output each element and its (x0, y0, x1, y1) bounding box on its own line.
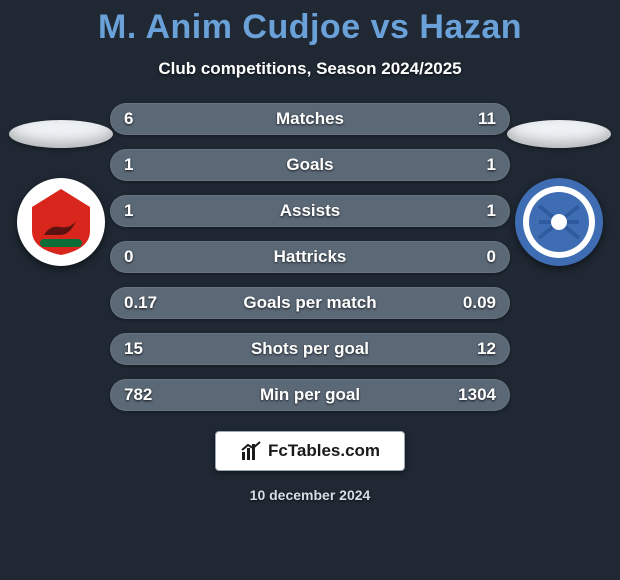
stat-value-left: 1 (124, 201, 133, 221)
title-vs: vs (371, 8, 410, 46)
club-crest-left (17, 178, 105, 266)
stat-value-right: 11 (478, 109, 496, 129)
stat-value-right: 0 (487, 247, 496, 267)
comparison-card: M. Anim Cudjoe vs Hazan Club competition… (0, 0, 620, 580)
club-crest-right (515, 178, 603, 266)
stat-row: 15 Shots per goal 12 (110, 333, 510, 365)
stat-value-left: 0 (124, 247, 133, 267)
stat-label: Min per goal (260, 385, 360, 405)
stat-value-right: 1 (487, 201, 496, 221)
stat-label: Assists (280, 201, 340, 221)
stat-label: Hattricks (274, 247, 347, 267)
title-player-right: Hazan (419, 8, 522, 46)
stat-value-left: 782 (124, 385, 152, 405)
stat-value-right: 1304 (458, 385, 496, 405)
stat-value-left: 6 (124, 109, 133, 129)
stat-row: 0 Hattricks 0 (110, 241, 510, 273)
player-left-column (6, 120, 116, 266)
player-left-photo-placeholder (9, 120, 113, 148)
branding-text: FcTables.com (268, 441, 380, 461)
stat-row: 0.17 Goals per match 0.09 (110, 287, 510, 319)
date-text: 10 december 2024 (250, 487, 371, 503)
stat-value-right: 12 (477, 339, 496, 359)
player-right-photo-placeholder (507, 120, 611, 148)
subtitle: Club competitions, Season 2024/2025 (158, 59, 461, 79)
stat-value-left: 1 (124, 155, 133, 175)
stat-row: 1 Goals 1 (110, 149, 510, 181)
stat-row: 1 Assists 1 (110, 195, 510, 227)
stat-value-right: 0.09 (463, 293, 496, 313)
stat-value-left: 0.17 (124, 293, 157, 313)
stat-row: 782 Min per goal 1304 (110, 379, 510, 411)
page-title: M. Anim Cudjoe vs Hazan (98, 8, 522, 47)
branding-badge: FcTables.com (215, 431, 405, 471)
stat-row: 6 Matches 11 (110, 103, 510, 135)
stat-label: Goals (286, 155, 333, 175)
stat-value-left: 15 (124, 339, 143, 359)
stat-label: Goals per match (243, 293, 376, 313)
title-player-left: M. Anim Cudjoe (98, 8, 361, 46)
player-right-column (504, 120, 614, 266)
stat-label: Shots per goal (251, 339, 369, 359)
crest-right-icon (515, 178, 603, 266)
stat-label: Matches (276, 109, 344, 129)
stats-rows: 6Matches111Goals11Assists10Hattricks00.1… (110, 103, 510, 411)
branding-chart-icon (240, 440, 262, 462)
stat-value-right: 1 (487, 155, 496, 175)
crest-left-icon (22, 183, 100, 261)
